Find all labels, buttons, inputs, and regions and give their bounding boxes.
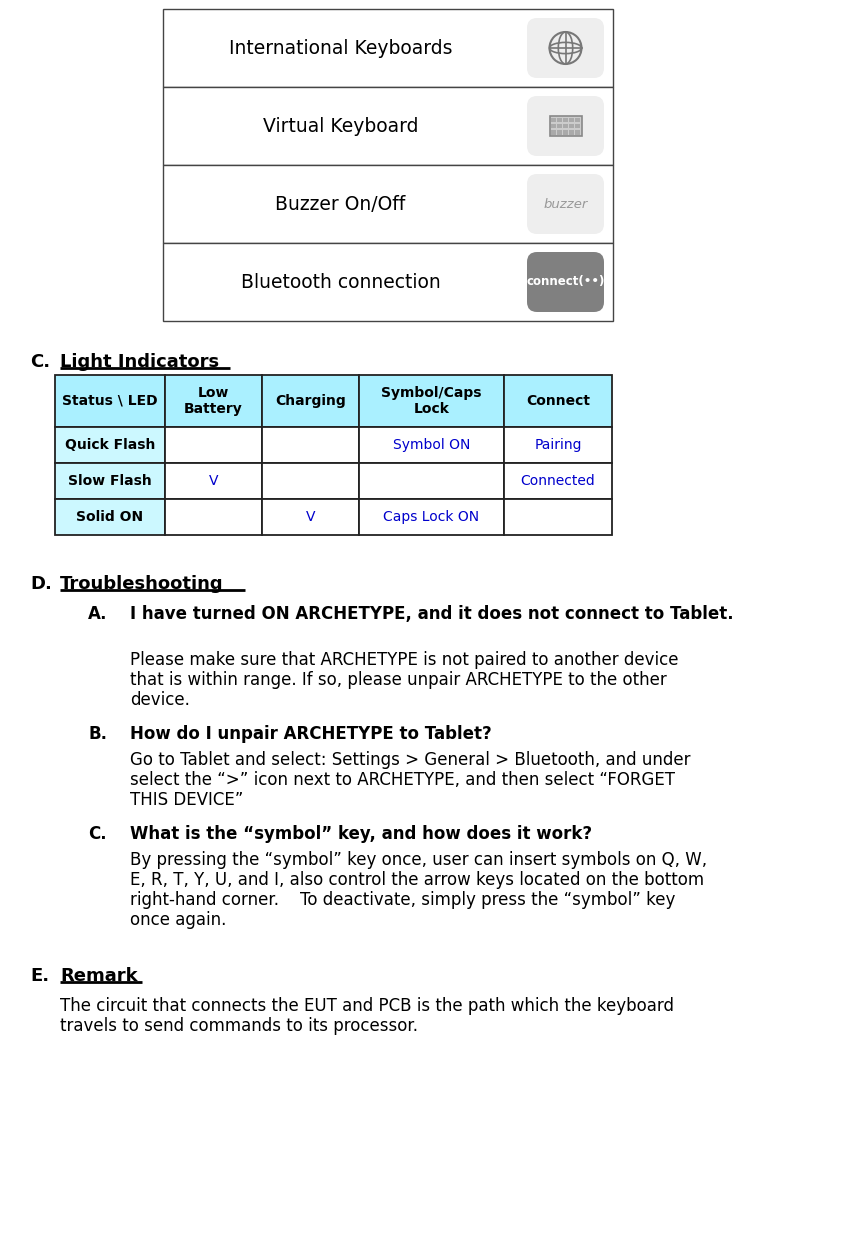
Bar	[262, 426, 359, 463]
Text: Connect: Connect	[526, 394, 590, 408]
Bar	[504, 499, 612, 535]
Text: C.: C.	[88, 826, 107, 843]
Text: V: V	[306, 510, 315, 524]
Text: once again.: once again.	[130, 912, 226, 929]
FancyBboxPatch shape	[527, 96, 604, 156]
FancyBboxPatch shape	[527, 252, 604, 312]
Bar	[163, 165, 613, 243]
Bar	[504, 375, 612, 426]
Bar	[165, 463, 262, 499]
Bar	[262, 463, 359, 499]
Bar	[262, 375, 359, 426]
Text: I have turned ON ARCHETYPE, and it does not connect to Tablet.: I have turned ON ARCHETYPE, and it does …	[130, 605, 734, 624]
Text: Symbol/Caps
Lock: Symbol/Caps Lock	[381, 385, 482, 416]
Text: The circuit that connects the EUT and PCB is the path which the keyboard: The circuit that connects the EUT and PC…	[60, 998, 674, 1015]
Text: E.: E.	[30, 966, 49, 985]
Bar	[55, 463, 165, 499]
Text: select the “>” icon next to ARCHETYPE, and then select “FORGET: select the “>” icon next to ARCHETYPE, a…	[130, 771, 675, 789]
Bar	[504, 426, 612, 463]
Text: Connected: Connected	[520, 474, 595, 488]
Text: Quick Flash: Quick Flash	[65, 438, 155, 451]
FancyBboxPatch shape	[527, 175, 604, 234]
Bar	[550, 116, 582, 136]
Bar	[55, 426, 165, 463]
Text: Bluetooth connection: Bluetooth connection	[241, 273, 440, 292]
Text: device.: device.	[130, 691, 190, 710]
Text: A.: A.	[88, 605, 108, 624]
Bar	[570, 130, 574, 135]
Text: right-hand corner.    To deactivate, simply press the “symbol” key: right-hand corner. To deactivate, simply…	[130, 892, 676, 909]
Bar	[359, 463, 504, 499]
Text: Troubleshooting: Troubleshooting	[60, 575, 224, 594]
Bar	[359, 499, 504, 535]
Bar	[165, 375, 262, 426]
Text: Virtual Keyboard: Virtual Keyboard	[262, 116, 419, 136]
Bar	[359, 426, 504, 463]
Text: buzzer: buzzer	[544, 197, 588, 211]
Bar	[163, 9, 613, 87]
Bar	[564, 123, 568, 128]
Bar	[551, 117, 556, 122]
Bar	[359, 375, 504, 426]
Bar	[564, 117, 568, 122]
Text: Light Indicators: Light Indicators	[60, 353, 219, 372]
Text: connect(••): connect(••)	[526, 276, 605, 288]
Bar	[163, 87, 613, 165]
Text: Charging: Charging	[275, 394, 346, 408]
Bar	[165, 499, 262, 535]
Bar	[262, 499, 359, 535]
Text: Remark: Remark	[60, 966, 137, 985]
Bar	[551, 123, 556, 128]
Bar	[570, 117, 574, 122]
Text: Low
Battery: Low Battery	[184, 385, 243, 416]
Text: Solid ON: Solid ON	[77, 510, 143, 524]
Text: E, R, T, Y, U, and I, also control the arrow keys located on the bottom: E, R, T, Y, U, and I, also control the a…	[130, 870, 704, 889]
Bar	[557, 130, 562, 135]
Bar	[576, 117, 580, 122]
Bar	[564, 130, 568, 135]
Bar	[55, 499, 165, 535]
Text: Pairing: Pairing	[534, 438, 582, 451]
Text: D.: D.	[30, 575, 52, 594]
Bar	[557, 123, 562, 128]
Bar	[504, 463, 612, 499]
Text: What is the “symbol” key, and how does it work?: What is the “symbol” key, and how does i…	[130, 826, 592, 843]
Text: THIS DEVICE”: THIS DEVICE”	[130, 791, 243, 809]
Text: Buzzer On/Off: Buzzer On/Off	[275, 195, 406, 213]
Text: Slow Flash: Slow Flash	[68, 474, 152, 488]
Bar	[576, 130, 580, 135]
Text: that is within range. If so, please unpair ARCHETYPE to the other: that is within range. If so, please unpa…	[130, 671, 667, 690]
Text: Please make sure that ARCHETYPE is not paired to another device: Please make sure that ARCHETYPE is not p…	[130, 651, 678, 668]
Text: International Keyboards: International Keyboards	[229, 39, 452, 57]
Text: Caps Lock ON: Caps Lock ON	[383, 510, 480, 524]
Text: Go to Tablet and select: Settings > General > Bluetooth, and under: Go to Tablet and select: Settings > Gene…	[130, 751, 690, 769]
Text: Symbol ON: Symbol ON	[393, 438, 470, 451]
Text: How do I unpair ARCHETYPE to Tablet?: How do I unpair ARCHETYPE to Tablet?	[130, 725, 492, 743]
Text: C.: C.	[30, 353, 50, 372]
Bar	[55, 375, 165, 426]
Bar	[165, 426, 262, 463]
Bar	[570, 123, 574, 128]
Bar	[576, 123, 580, 128]
Bar	[557, 117, 562, 122]
Bar	[163, 243, 613, 320]
Bar	[551, 130, 556, 135]
FancyBboxPatch shape	[527, 17, 604, 79]
Text: travels to send commands to its processor.: travels to send commands to its processo…	[60, 1018, 418, 1035]
Text: B.: B.	[88, 725, 107, 743]
Text: By pressing the “symbol” key once, user can insert symbols on Q, W,: By pressing the “symbol” key once, user …	[130, 850, 707, 869]
Text: V: V	[209, 474, 218, 488]
Text: Status \ LED: Status \ LED	[62, 394, 158, 408]
